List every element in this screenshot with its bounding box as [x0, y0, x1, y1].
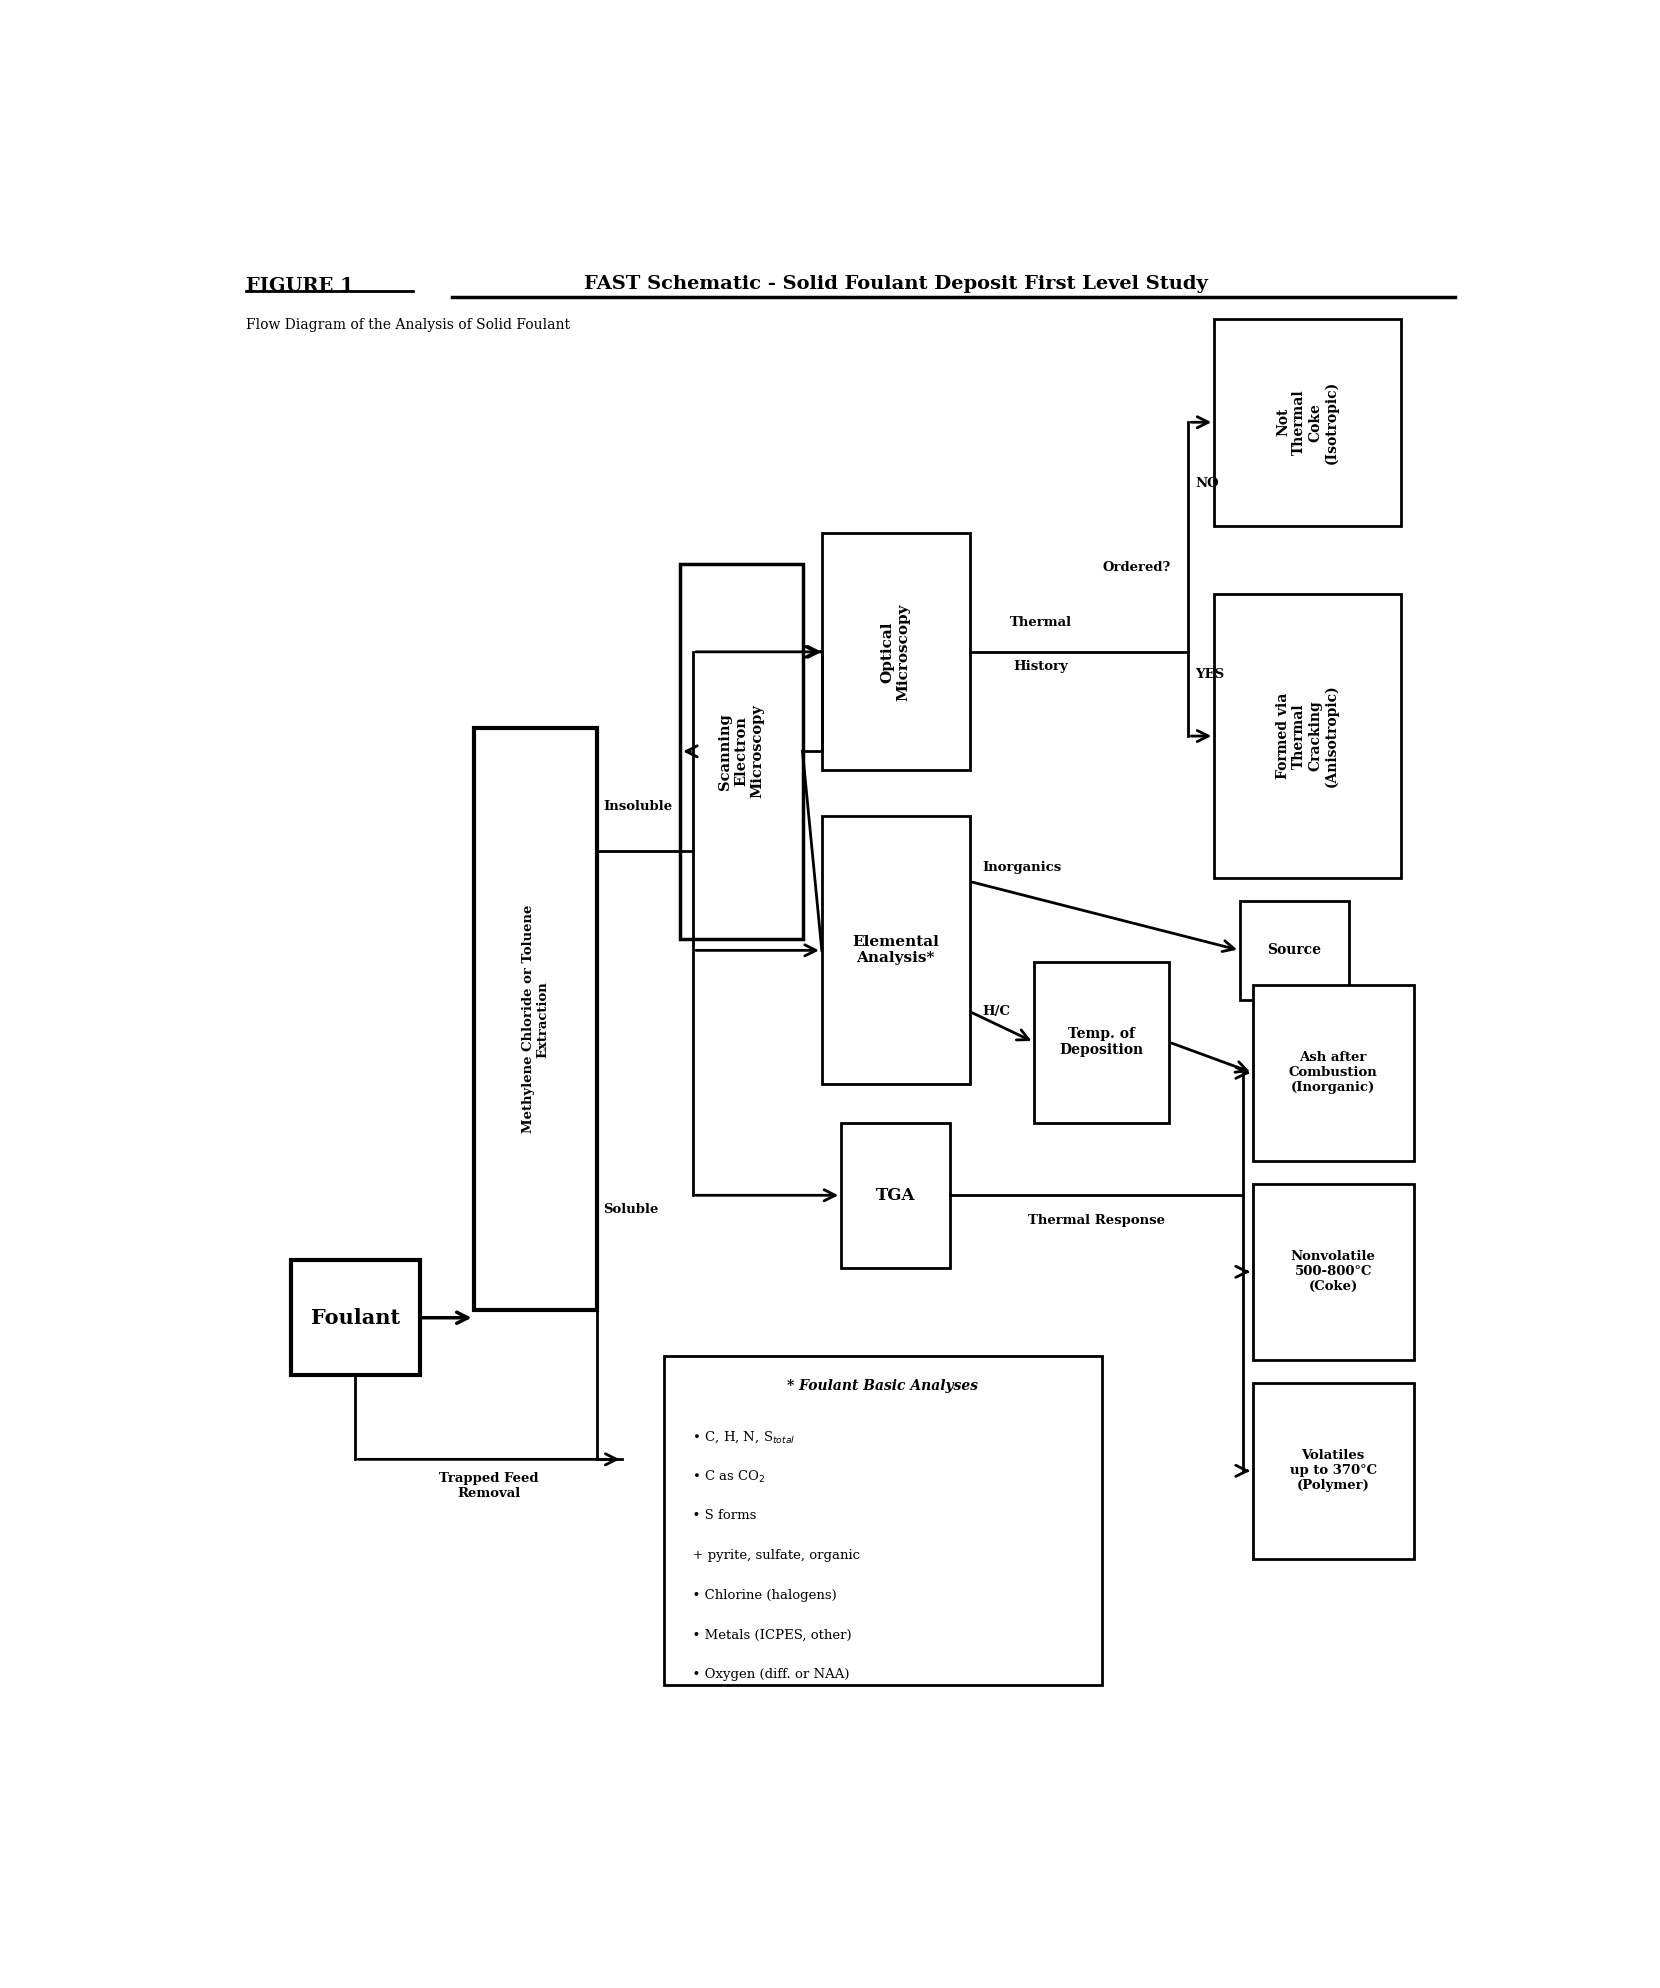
Text: Ordered?: Ordered?	[1102, 561, 1170, 575]
Bar	[1213, 594, 1401, 877]
Bar	[290, 1260, 420, 1376]
Bar	[1034, 962, 1169, 1123]
Text: Methylene Chloride or Toluene
Extraction: Methylene Chloride or Toluene Extraction	[521, 905, 549, 1133]
Text: • C as CO$_2$: • C as CO$_2$	[684, 1469, 765, 1485]
Bar	[842, 1123, 951, 1268]
Text: History: History	[1013, 660, 1067, 672]
Text: Elemental
Analysis*: Elemental Analysis*	[852, 934, 940, 966]
Text: Not
Thermal
Coke
(Isotropic): Not Thermal Coke (Isotropic)	[1277, 380, 1340, 463]
Text: + pyrite, sulfate, organic: + pyrite, sulfate, organic	[684, 1549, 860, 1563]
Text: Volatiles
up to 370°C
(Polymer): Volatiles up to 370°C (Polymer)	[1290, 1449, 1376, 1493]
Bar	[822, 533, 969, 771]
Text: * Foulant Basic Analyses: * Foulant Basic Analyses	[787, 1380, 978, 1394]
Bar	[1213, 318, 1401, 525]
Text: Nonvolatile
500-800°C
(Coke): Nonvolatile 500-800°C (Coke)	[1291, 1250, 1376, 1294]
Text: Soluble: Soluble	[603, 1203, 659, 1217]
Bar	[1253, 984, 1414, 1161]
Text: Flow Diagram of the Analysis of Solid Foulant: Flow Diagram of the Analysis of Solid Fo…	[246, 318, 569, 332]
Text: Optical
Microscopy: Optical Microscopy	[881, 602, 911, 700]
Text: Ash after
Combustion
(Inorganic): Ash after Combustion (Inorganic)	[1288, 1052, 1378, 1093]
Text: • C, H, N, S$_{total}$: • C, H, N, S$_{total}$	[684, 1429, 795, 1445]
Text: NO: NO	[1195, 477, 1218, 489]
Text: Thermal: Thermal	[1009, 616, 1072, 628]
Text: Foulant: Foulant	[310, 1308, 400, 1328]
Text: • Oxygen (diff. or NAA): • Oxygen (diff. or NAA)	[684, 1668, 848, 1682]
Text: Temp. of
Deposition: Temp. of Deposition	[1059, 1028, 1144, 1058]
Text: • Metals (ICPES, other): • Metals (ICPES, other)	[684, 1628, 852, 1642]
Text: Inorganics: Inorganics	[983, 861, 1062, 875]
Text: Insoluble: Insoluble	[603, 799, 672, 813]
Text: • Chlorine (halogens): • Chlorine (halogens)	[684, 1588, 837, 1602]
Text: FAST Schematic - Solid Foulant Deposit First Level Study: FAST Schematic - Solid Foulant Deposit F…	[584, 274, 1208, 294]
Bar	[822, 817, 969, 1083]
Text: Scanning
Electron
Microscopy: Scanning Electron Microscopy	[719, 704, 765, 799]
Text: Source: Source	[1268, 944, 1321, 958]
Text: TGA: TGA	[876, 1187, 916, 1205]
Bar	[681, 565, 802, 938]
Text: Thermal Response: Thermal Response	[1028, 1213, 1165, 1227]
Text: Formed via
Thermal
Cracking
(Anisotropic): Formed via Thermal Cracking (Anisotropic…	[1277, 684, 1340, 787]
Text: H/C: H/C	[983, 1006, 1011, 1018]
Text: Trapped Feed
Removal: Trapped Feed Removal	[440, 1471, 540, 1499]
Bar	[1253, 1384, 1414, 1559]
Bar	[475, 728, 596, 1310]
Text: YES: YES	[1195, 668, 1223, 682]
Bar	[1253, 1183, 1414, 1360]
Bar	[664, 1356, 1102, 1686]
Bar	[1240, 901, 1350, 1000]
Text: • S forms: • S forms	[684, 1509, 755, 1523]
Text: FIGURE 1: FIGURE 1	[246, 276, 354, 294]
